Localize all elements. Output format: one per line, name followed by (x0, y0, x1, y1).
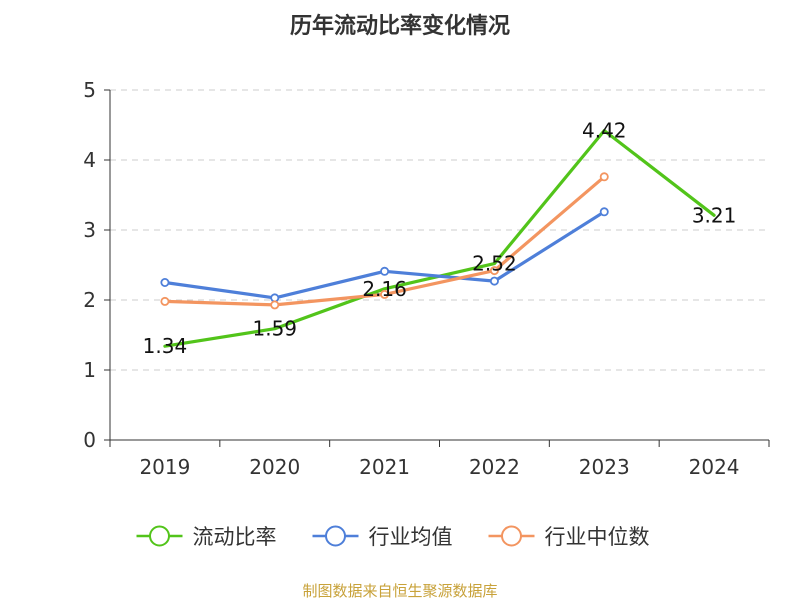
x-tick-label: 2019 (139, 455, 190, 479)
y-tick-label: 2 (83, 288, 96, 312)
y-tick-label: 3 (83, 218, 96, 242)
data-point (270, 300, 280, 310)
x-tick-label: 2021 (359, 455, 410, 479)
data-point (489, 276, 499, 286)
legend-label: 流动比率 (193, 525, 277, 549)
y-tick-label: 0 (83, 428, 96, 452)
data-point (380, 289, 390, 299)
data-label: 1.34 (143, 334, 188, 358)
legend-marker (501, 525, 522, 547)
series-group (160, 129, 716, 348)
chart-title: 历年流动比率变化情况 (290, 13, 510, 39)
data-point (160, 296, 170, 306)
legend-item: 行业中位数 (488, 525, 650, 549)
x-tick-label: 2022 (469, 455, 520, 479)
x-tick-label: 2024 (689, 455, 740, 479)
data-point (489, 266, 499, 276)
y-tick-label: 4 (83, 148, 96, 172)
data-label: 3.21 (692, 203, 737, 227)
legend-label: 行业中位数 (545, 525, 650, 549)
data-point (160, 277, 170, 287)
legend: 流动比率 行业均值 行业中位数 (136, 525, 650, 549)
data-labels: 1.34 1.59 2.16 2.52 4.42 3.21 (143, 119, 737, 359)
series-line (163, 129, 716, 348)
data-point (380, 266, 390, 276)
legend-label: 行业均值 (369, 525, 453, 549)
grid-lines (110, 89, 769, 371)
data-label: 2.52 (472, 252, 517, 276)
legend-item: 流动比率 (136, 525, 277, 549)
data-source-note: 制图数据来自恒生聚源数据库 (302, 582, 497, 600)
x-tick-label: 2023 (579, 455, 630, 479)
data-point (599, 207, 609, 217)
x-tick-label: 2020 (249, 455, 300, 479)
legend-item: 行业均值 (312, 525, 453, 549)
data-label: 1.59 (252, 317, 297, 341)
legend-marker (149, 525, 170, 547)
legend-marker (325, 525, 346, 547)
y-tick-label: 1 (83, 358, 96, 382)
data-label: 4.42 (582, 119, 627, 143)
data-point (599, 172, 609, 182)
data-label: 2.16 (362, 277, 407, 301)
y-tick-label: 5 (83, 78, 96, 102)
axes: 0 1 2 3 4 5 2019 2020 2021 2022 2023 2024 (83, 78, 770, 479)
